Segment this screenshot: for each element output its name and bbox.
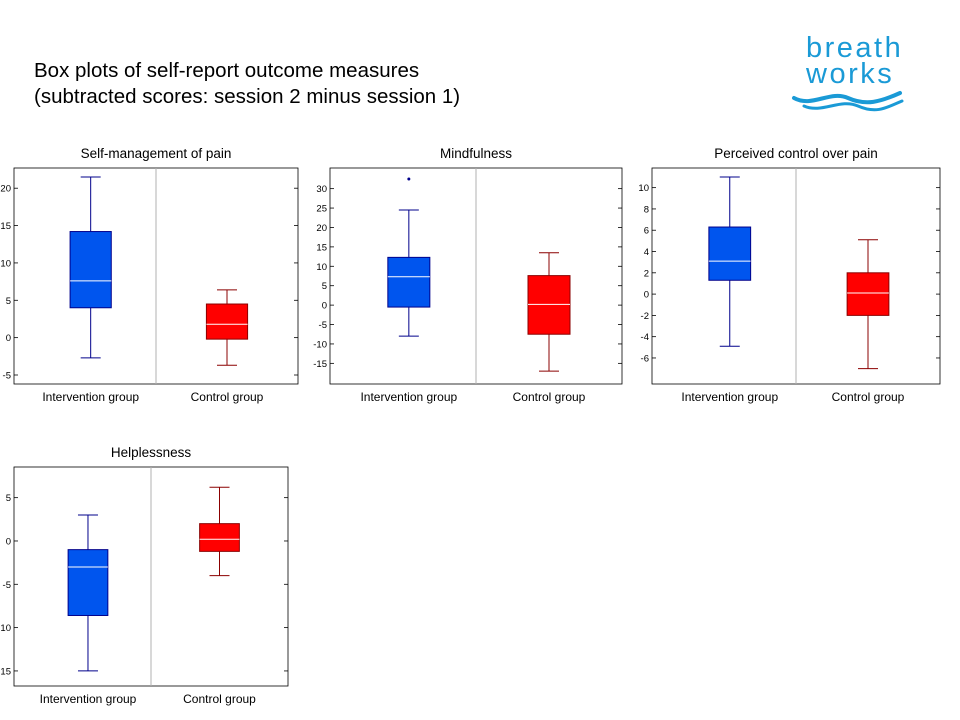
x-category-label: Control group bbox=[191, 390, 264, 404]
breathworks-logo: breath works bbox=[790, 32, 910, 122]
y-tick-label: 15 bbox=[0, 221, 11, 232]
chart-title: Perceived control over pain bbox=[714, 146, 878, 161]
y-tick-label: 10 bbox=[638, 183, 649, 194]
x-category-label: Intervention group bbox=[40, 692, 137, 706]
y-tick-label: 0 bbox=[644, 290, 649, 301]
box bbox=[69, 231, 112, 309]
logo-word-works: works bbox=[806, 58, 895, 90]
x-category-label: Control group bbox=[513, 390, 586, 404]
y-tick-label: 30 bbox=[316, 184, 327, 195]
y-tick-label: 8 bbox=[644, 204, 649, 215]
chart-title: Self-management of pain bbox=[81, 146, 232, 161]
y-tick-label: 2 bbox=[644, 268, 649, 279]
y-tick-label: 0 bbox=[6, 536, 11, 547]
y-tick-label: 10 bbox=[0, 258, 11, 269]
y-tick-label: -15 bbox=[313, 359, 327, 370]
y-tick-label: -5 bbox=[3, 580, 11, 591]
y-tick-label: 0 bbox=[322, 301, 327, 312]
chart-title: Helplessness bbox=[111, 445, 192, 460]
box bbox=[67, 549, 109, 616]
y-tick-label: -15 bbox=[0, 666, 11, 677]
box bbox=[205, 303, 249, 340]
box bbox=[708, 226, 752, 281]
y-tick-label: 10 bbox=[316, 262, 327, 273]
page-title: Box plots of self-report outcome measure… bbox=[34, 58, 460, 110]
x-category-label: Control group bbox=[832, 390, 905, 404]
y-tick-label: -4 bbox=[641, 332, 649, 343]
box bbox=[387, 256, 431, 308]
x-category-label: Intervention group bbox=[360, 390, 457, 404]
y-tick-label: 5 bbox=[322, 281, 327, 292]
y-tick-label: -5 bbox=[3, 371, 11, 382]
y-tick-label: 6 bbox=[644, 226, 649, 237]
box bbox=[846, 272, 890, 316]
box bbox=[527, 275, 571, 335]
y-tick-label: 4 bbox=[644, 247, 649, 258]
y-tick-label: 0 bbox=[6, 333, 11, 344]
y-tick-label: 15 bbox=[316, 242, 327, 253]
y-tick-label: -2 bbox=[641, 311, 649, 322]
x-category-label: Control group bbox=[183, 692, 256, 706]
y-tick-label: 5 bbox=[6, 493, 11, 504]
title-line-2: (subtracted scores: session 2 minus sess… bbox=[34, 85, 461, 108]
y-tick-label: -10 bbox=[313, 339, 327, 350]
y-tick-label: 20 bbox=[316, 223, 327, 234]
y-tick-label: 25 bbox=[316, 204, 327, 215]
x-category-label: Intervention group bbox=[681, 390, 778, 404]
y-tick-label: -6 bbox=[641, 353, 649, 364]
logo-waves-icon bbox=[792, 91, 904, 112]
logo-word-breath: breath bbox=[806, 32, 904, 64]
y-tick-label: -5 bbox=[319, 320, 327, 331]
box bbox=[199, 523, 240, 552]
y-tick-label: -10 bbox=[0, 623, 11, 634]
outlier-point bbox=[407, 177, 411, 181]
y-tick-label: 20 bbox=[0, 184, 11, 195]
chart-title: Mindfulness bbox=[440, 146, 512, 161]
y-tick-label: 5 bbox=[6, 296, 11, 307]
title-line-1: Box plots of self-report outcome measure… bbox=[34, 59, 420, 82]
x-category-label: Intervention group bbox=[42, 390, 139, 404]
